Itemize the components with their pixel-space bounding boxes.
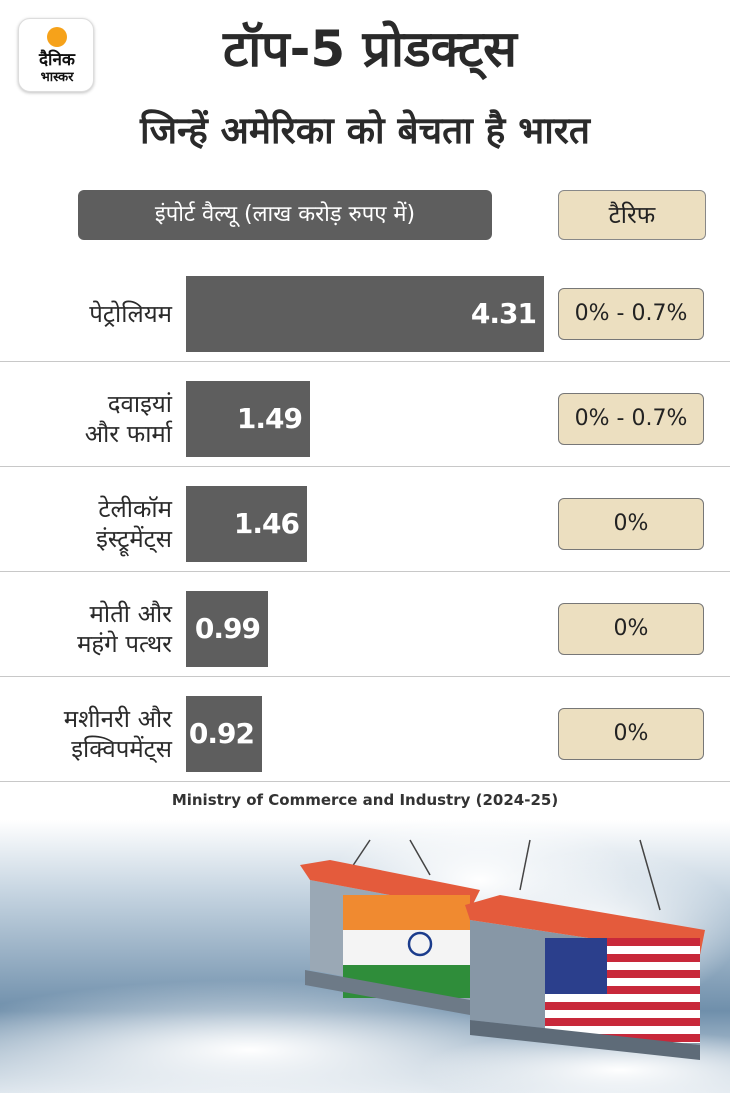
usa-container bbox=[465, 839, 705, 1060]
bar bbox=[186, 276, 544, 352]
category-label-line: पेट्रोलियम bbox=[89, 300, 172, 328]
row-divider bbox=[0, 466, 730, 467]
import-value-header: इंपोर्ट वैल्यू (लाख करोड़ रुपए में) bbox=[78, 190, 492, 240]
category-label: पेट्रोलियम bbox=[10, 299, 172, 329]
bar bbox=[186, 486, 307, 562]
bar-value-label: 1.49 bbox=[236, 402, 303, 435]
bar-value-label: 0.92 bbox=[188, 717, 255, 750]
category-label-line: दवाइयां bbox=[107, 390, 172, 418]
tariff-badge: 0% bbox=[558, 603, 704, 655]
logo-line-2: भास्कर bbox=[40, 70, 74, 85]
category-label: मशीनरी और इक्विपमेंट्स bbox=[10, 704, 172, 764]
category-label: दवाइयां और फार्मा bbox=[10, 389, 172, 449]
tariff-header: टैरिफ bbox=[558, 190, 706, 240]
category-label-line: मोती और bbox=[89, 600, 172, 628]
bar bbox=[186, 381, 310, 457]
sun-icon bbox=[47, 27, 67, 47]
tariff-badge: 0% bbox=[558, 498, 704, 550]
bar-value-label: 4.31 bbox=[470, 297, 537, 330]
bar-chart: पेट्रोलियम 4.31 0% - 0.7% दवाइयां और फार्मा 1… bbox=[0, 270, 730, 782]
category-label-line: मशीनरी और bbox=[63, 705, 172, 733]
category-label-line: इक्विपमेंट्स bbox=[71, 735, 172, 763]
dainik-bhaskar-logo: दैनिक भास्कर bbox=[18, 18, 94, 92]
page-title: टॉप-5 प्रोडक्ट्स bbox=[223, 20, 517, 78]
containers-illustration bbox=[0, 820, 730, 1093]
india-container bbox=[300, 839, 480, 1015]
bar bbox=[186, 591, 268, 667]
logo-line-1: दैनिक bbox=[39, 50, 75, 70]
tariff-badge: 0% - 0.7% bbox=[558, 393, 704, 445]
row-divider bbox=[0, 781, 730, 782]
tariff-badge: 0% bbox=[558, 708, 704, 760]
category-label-line: टेलीकॉम bbox=[98, 495, 172, 523]
row-divider bbox=[0, 571, 730, 572]
category-label-line: महंगे पत्थर bbox=[77, 630, 172, 658]
category-label: मोती और महंगे पत्थर bbox=[10, 599, 172, 659]
category-label-line: इंस्ट्रूमेंट्स bbox=[96, 525, 172, 553]
row-divider bbox=[0, 676, 730, 677]
source-note: Ministry of Commerce and Industry (2024-… bbox=[171, 791, 559, 809]
category-label: टेलीकॉम इंस्ट्रूमेंट्स bbox=[10, 494, 172, 554]
bar bbox=[186, 696, 262, 772]
category-label-line: और फार्मा bbox=[84, 420, 172, 448]
bar-value-label: 1.46 bbox=[233, 507, 300, 540]
bar-value-label: 0.99 bbox=[194, 612, 261, 645]
us-flag bbox=[545, 938, 700, 1043]
tariff-badge: 0% - 0.7% bbox=[558, 288, 704, 340]
page-subtitle: जिन्हें अमेरिका को बेचता है भारत bbox=[139, 109, 591, 152]
row-divider bbox=[0, 361, 730, 362]
